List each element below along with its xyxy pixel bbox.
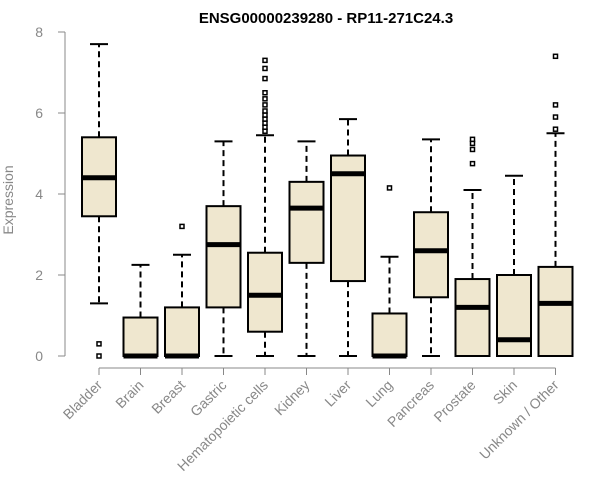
box-group	[371, 185, 408, 359]
chart-title: ENSG00000239280 - RP11-271C24.3	[199, 10, 453, 27]
x-tick-label: Kidney	[271, 377, 313, 419]
box-group	[496, 174, 532, 357]
outlier-point	[262, 57, 268, 64]
outlier-point	[96, 341, 102, 347]
outlier-point	[179, 223, 185, 230]
outlier-point	[262, 90, 268, 96]
x-tick-label: Skin	[490, 377, 521, 408]
outlier-point	[262, 108, 268, 114]
y-axis-label: Expression	[0, 165, 16, 234]
y-tick-label: 2	[35, 267, 43, 283]
iqr-box	[247, 251, 283, 333]
iqr-box	[537, 265, 574, 357]
iqr-box	[496, 274, 532, 357]
x-tick-label: Unknown / Other	[476, 377, 562, 463]
x-tick-label: Liver	[321, 377, 354, 410]
iqr-box	[205, 205, 242, 309]
y-tick-label: 6	[35, 105, 43, 121]
outlier-point	[552, 53, 559, 60]
x-tick-label: Lung	[362, 377, 395, 410]
outlier-point	[469, 136, 476, 143]
box-group	[454, 136, 491, 357]
x-tick-label: Prostate	[430, 377, 478, 425]
box-series	[81, 43, 574, 359]
y-axis: 0 2 4 6 8	[35, 24, 66, 364]
iqr-box	[288, 180, 325, 264]
outlier-point	[262, 96, 268, 102]
outlier-point	[469, 160, 476, 167]
x-tick-label: Brain	[112, 377, 146, 411]
box-group	[205, 140, 242, 357]
outlier-point	[96, 353, 102, 359]
outlier-point	[262, 65, 268, 72]
box-group	[330, 118, 366, 357]
box-group	[413, 138, 449, 357]
outlier-point	[552, 126, 559, 132]
iqr-box	[164, 306, 200, 357]
box-group	[537, 53, 574, 357]
x-tick-label: Bladder	[60, 377, 106, 423]
outlier-point	[262, 75, 268, 82]
outlier-point	[469, 146, 476, 153]
y-tick-label: 8	[35, 24, 43, 40]
box-group	[122, 263, 159, 359]
box-group	[81, 43, 117, 359]
iqr-box	[122, 316, 159, 357]
iqr-box	[371, 312, 408, 358]
iqr-box	[413, 211, 449, 299]
y-tick-label: 0	[35, 348, 43, 364]
iqr-box	[454, 278, 491, 357]
outlier-point	[386, 185, 393, 191]
box-group	[164, 223, 200, 359]
box-group	[288, 140, 325, 357]
y-tick-label: 4	[35, 186, 43, 202]
outlier-point	[552, 114, 559, 120]
iqr-box	[330, 154, 366, 283]
x-tick-label: Breast	[148, 377, 188, 417]
outlier-point	[552, 102, 559, 108]
box-group	[247, 57, 283, 357]
outlier-point	[262, 102, 268, 108]
